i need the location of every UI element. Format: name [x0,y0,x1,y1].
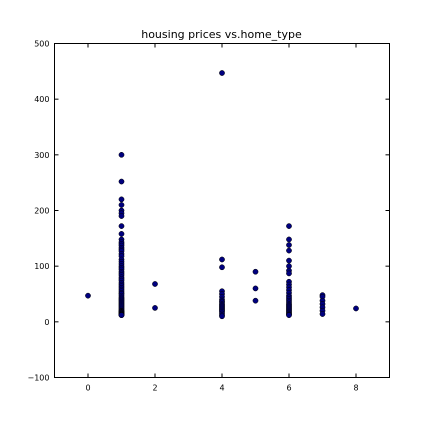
data-point [286,242,292,248]
data-point [353,305,359,312]
y-tick-label: 100 [34,262,49,271]
y-tick-label: −100 [28,374,50,383]
data-point [252,297,259,304]
y-tick-label: 0 [44,318,49,327]
data-point [319,311,326,317]
y-tick-label: 200 [34,207,49,216]
x-tick-label: 8 [353,384,358,393]
data-point [286,270,292,277]
plot-area-frame [54,43,390,378]
data-point [118,151,125,158]
x-tick-label: 4 [219,384,224,393]
data-point [118,202,125,208]
data-point [118,223,125,229]
data-point [152,305,158,311]
y-tick-label: 400 [34,95,49,104]
points-layer [85,70,359,320]
data-point [286,223,292,229]
data-point [219,264,225,271]
data-point [118,196,125,203]
data-point [286,236,292,243]
data-point [219,313,225,320]
data-point [286,257,292,264]
data-point [286,312,292,318]
data-point [85,292,91,299]
ticks-layer: 0 2 4 6 8 −100 0 100 200 300 400 500 [28,40,390,393]
data-point [252,285,259,292]
x-tick-label: 6 [286,384,291,393]
y-tick-label: 300 [34,151,49,160]
y-tick-label: 500 [34,40,49,49]
data-point [118,231,125,237]
x-tick-label: 0 [85,384,90,393]
data-point [252,268,259,275]
x-tick-label: 2 [152,384,157,393]
data-point [219,256,225,263]
data-point [118,312,125,318]
data-point [118,178,125,185]
data-point [219,70,225,76]
data-point [286,247,292,254]
data-point [152,281,158,287]
chart-title: housing prices vs.home_type [141,28,302,41]
data-point [118,213,125,219]
